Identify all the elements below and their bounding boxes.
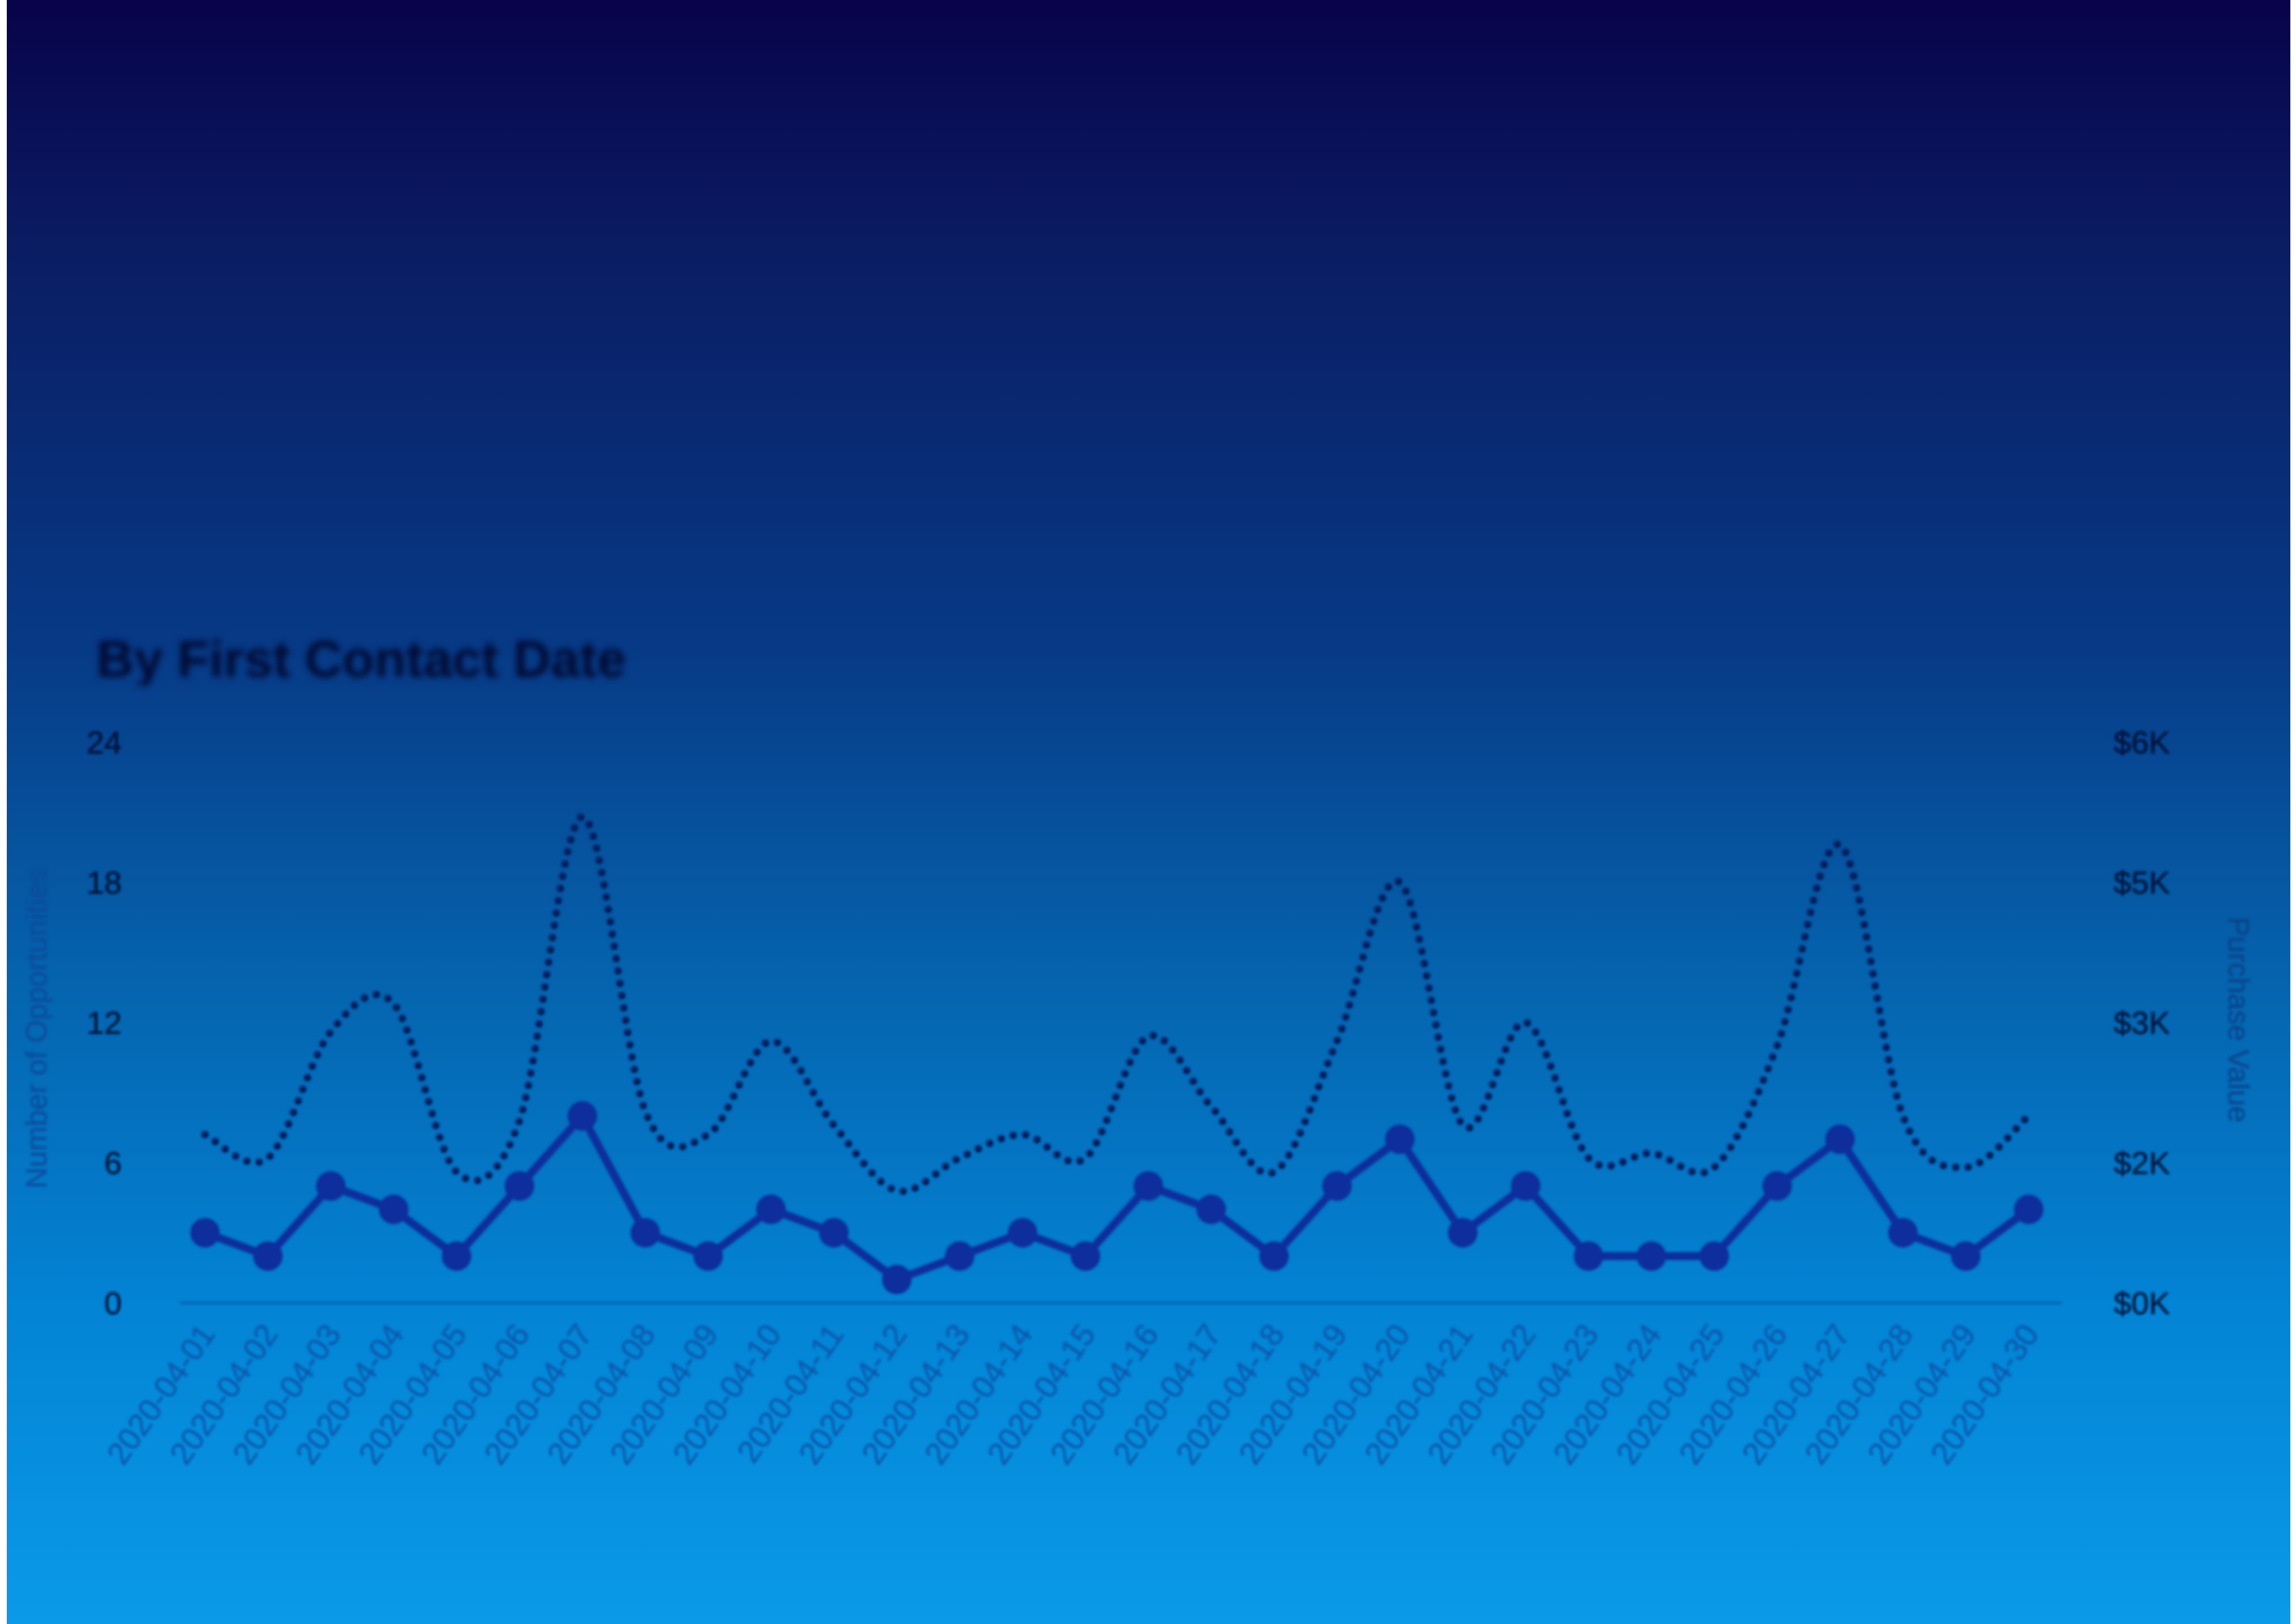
data-point-marker bbox=[379, 1195, 409, 1224]
data-point-marker bbox=[1322, 1171, 1352, 1201]
left-tick-label: 6 bbox=[104, 1145, 122, 1181]
data-point-marker bbox=[505, 1171, 535, 1201]
data-point-marker bbox=[1196, 1195, 1226, 1224]
data-point-marker bbox=[1825, 1124, 1855, 1154]
chart-subtitle: By First Contact Date bbox=[96, 633, 626, 685]
right-tick-label: $2K bbox=[2114, 1145, 2170, 1181]
data-point-marker bbox=[630, 1218, 660, 1248]
right-tick-label: $5K bbox=[2114, 865, 2170, 901]
right-axis-label: Purchase Value bbox=[2222, 917, 2255, 1122]
series-opportunities-markers bbox=[190, 1101, 2043, 1294]
left-axis-label: Number of Opportunities bbox=[20, 868, 53, 1189]
left-tick-label: 24 bbox=[87, 724, 122, 760]
data-point-marker bbox=[1008, 1218, 1038, 1248]
data-point-marker bbox=[1699, 1241, 1729, 1271]
data-point-marker bbox=[693, 1241, 723, 1271]
left-tick-label: 0 bbox=[104, 1285, 122, 1321]
series-opportunities-line bbox=[203, 1112, 2032, 1284]
data-point-marker bbox=[1448, 1218, 1478, 1248]
series-purchase-value-line bbox=[201, 813, 2033, 1195]
data-point-marker bbox=[316, 1171, 346, 1201]
data-point-marker bbox=[253, 1241, 283, 1271]
data-point-marker bbox=[1762, 1171, 1792, 1201]
data-point-marker bbox=[945, 1241, 975, 1271]
data-point-marker bbox=[1573, 1241, 1603, 1271]
data-point-marker bbox=[1070, 1241, 1100, 1271]
right-tick-label: $3K bbox=[2114, 1005, 2170, 1041]
data-point-marker bbox=[882, 1264, 912, 1294]
data-point-marker bbox=[1385, 1124, 1415, 1154]
data-point-marker bbox=[1636, 1241, 1666, 1271]
data-point-marker bbox=[1888, 1218, 1918, 1248]
data-point-marker bbox=[1259, 1241, 1289, 1271]
left-tick-label: 18 bbox=[87, 865, 122, 901]
left-axis-ticks: 0 6 12 18 24 bbox=[87, 724, 122, 1321]
data-point-marker bbox=[2014, 1195, 2043, 1224]
x-axis-tick-labels: 2020-04-012020-04-022020-04-032020-04-04… bbox=[100, 1318, 2046, 1471]
data-point-marker bbox=[819, 1218, 849, 1248]
data-point-marker bbox=[1133, 1171, 1163, 1201]
right-border bbox=[2290, 0, 2296, 1624]
data-point-marker bbox=[1510, 1171, 1540, 1201]
data-point-marker bbox=[756, 1195, 786, 1224]
right-tick-label: $0K bbox=[2114, 1285, 2170, 1321]
left-border bbox=[0, 0, 7, 1624]
data-point-marker bbox=[567, 1101, 598, 1131]
data-point-marker bbox=[1951, 1241, 1981, 1271]
left-tick-label: 12 bbox=[87, 1005, 122, 1041]
right-tick-label: $6K bbox=[2114, 724, 2170, 760]
data-point-marker bbox=[442, 1241, 472, 1271]
data-point-marker bbox=[190, 1218, 220, 1248]
right-axis-ticks: $0K $2K $3K $5K $6K bbox=[2114, 724, 2170, 1321]
